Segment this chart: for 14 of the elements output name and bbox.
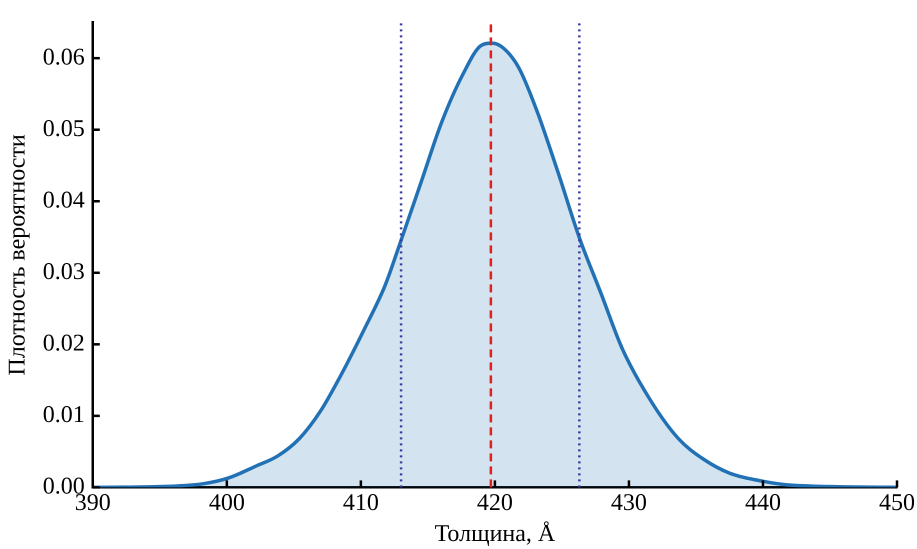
x-axis-title: Толщина, Å [434,520,556,547]
y-tick-label: 0.03 [42,259,85,286]
x-tick-label: 450 [879,490,915,516]
y-tick-label: 0.01 [42,402,85,428]
y-tick-label: 0.02 [42,330,85,357]
y-tick-label: 0.04 [42,188,85,214]
x-tick-label: 410 [342,490,379,516]
x-tick-label: 400 [208,490,245,516]
y-tick-label: 0.06 [42,44,85,70]
x-tick-label: 430 [610,490,647,516]
x-tick-label: 440 [744,490,781,516]
x-tick-label: 420 [476,490,513,516]
y-axis-title: Плотность вероятности [4,134,31,376]
y-tick-label: 0.05 [42,116,85,142]
